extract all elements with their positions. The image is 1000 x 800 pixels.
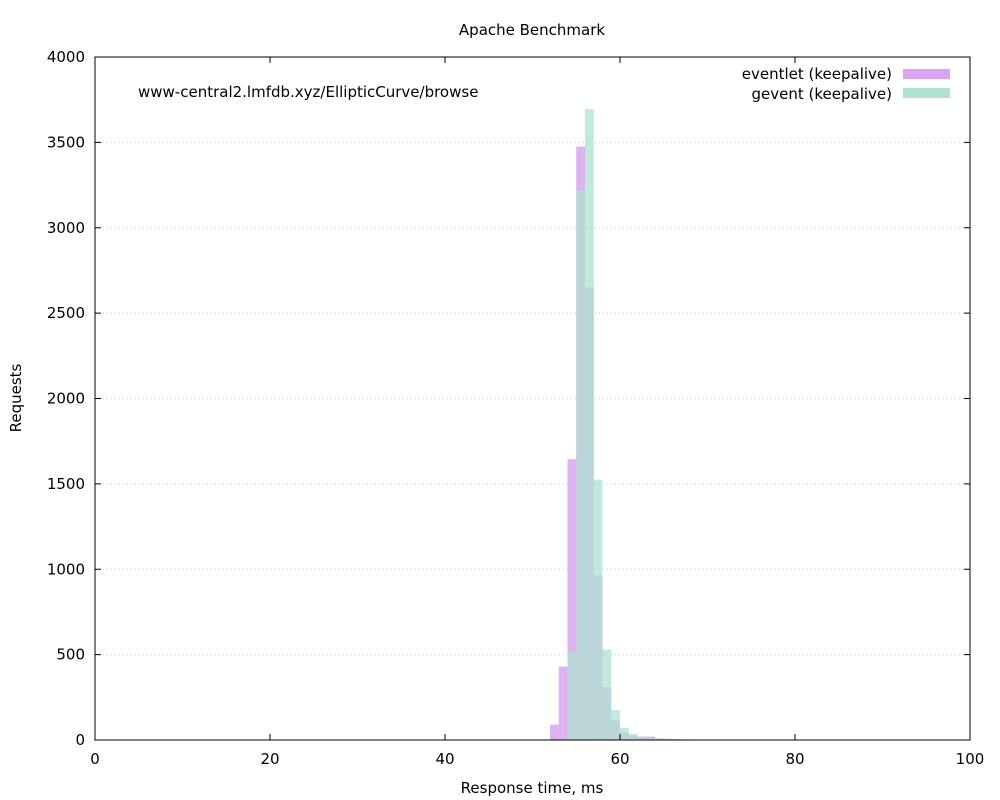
x-tick-label: 40 <box>435 750 454 768</box>
series-1 <box>567 109 690 741</box>
histogram-bar <box>628 734 638 740</box>
gridlines <box>95 141 970 656</box>
legend-swatch-eventlet <box>903 69 950 79</box>
histogram-bar <box>655 738 664 740</box>
histogram-bars <box>550 109 690 741</box>
legend-swatch-gevent <box>903 88 950 98</box>
chart-annotation: www-central2.lmfdb.xyz/EllipticCurve/bro… <box>138 83 478 101</box>
histogram-bar <box>593 479 603 740</box>
axis-ticks: 0 20 40 60 80 1000500100015002000250030003500… <box>47 48 985 768</box>
x-tick-label: 0 <box>90 750 100 768</box>
histogram-bar <box>567 651 577 740</box>
legend: eventlet (keepalive) gevent (keepalive) <box>742 65 950 103</box>
series-0 <box>550 146 690 741</box>
histogram-bar <box>567 459 577 740</box>
y-tick-label: 3000 <box>47 219 85 237</box>
histogram-bar <box>558 666 568 740</box>
y-tick-label: 1000 <box>47 560 85 578</box>
y-tick-label: 500 <box>56 646 85 664</box>
histogram-bar <box>663 738 673 740</box>
x-axis-label: Response time, ms <box>461 779 604 797</box>
y-tick-label: 3500 <box>47 133 85 151</box>
histogram-bar <box>611 710 620 740</box>
histogram-bar <box>620 728 629 740</box>
x-tick-label: 20 <box>260 750 279 768</box>
histogram-bar <box>646 737 655 740</box>
histogram-bar <box>637 736 647 740</box>
y-tick-label: 2500 <box>47 304 85 322</box>
histogram-bar <box>585 109 594 741</box>
x-tick-label: 80 <box>785 750 804 768</box>
histogram-bar <box>550 724 559 740</box>
x-tick-label: 60 <box>610 750 629 768</box>
plot-frame <box>94 56 971 741</box>
y-tick-label: 1500 <box>47 475 85 493</box>
legend-label-gevent: gevent (keepalive) <box>752 85 892 103</box>
histogram-bar <box>602 649 612 740</box>
histogram-bar <box>672 738 682 740</box>
chart-title: Apache Benchmark <box>459 21 605 39</box>
y-axis-label: Requests <box>7 363 25 432</box>
y-tick-label: 0 <box>75 731 85 749</box>
histogram-bar <box>576 190 585 740</box>
x-tick-label: 100 <box>956 750 985 768</box>
y-tick-label: 2000 <box>47 390 85 408</box>
y-tick-label: 4000 <box>47 48 85 66</box>
legend-label-eventlet: eventlet (keepalive) <box>742 65 892 83</box>
